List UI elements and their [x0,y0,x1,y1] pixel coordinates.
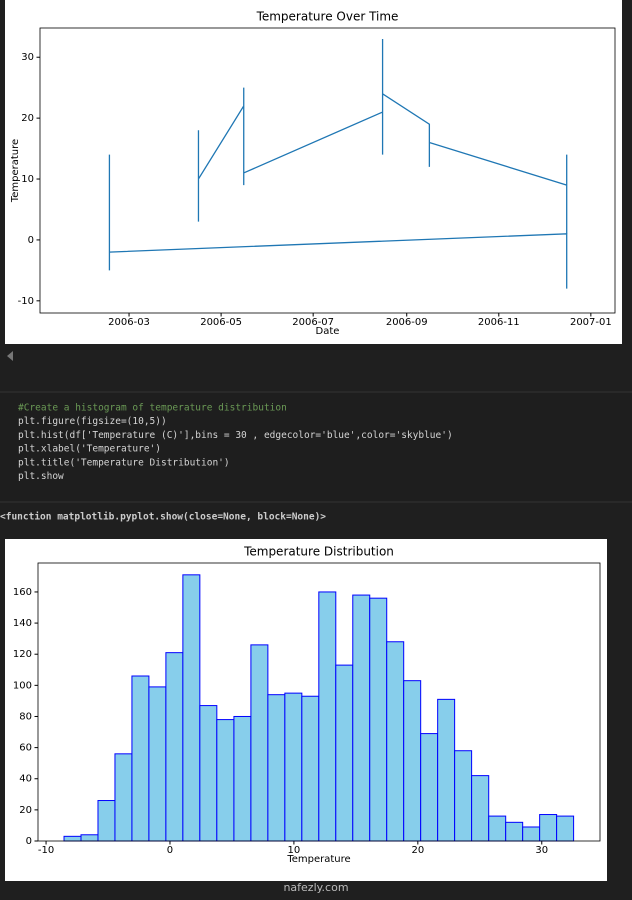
histogram-bar [420,733,439,842]
histogram-bar [437,698,456,842]
histogram-bar [63,835,82,842]
x-tick-label: 20 [411,845,424,856]
y-tick-label: 160 [13,587,32,598]
y-axis-label: Temperature [10,139,21,203]
code-line: plt.show [18,471,64,482]
histogram-bar [250,644,269,842]
histogram-bar [505,821,524,842]
y-tick-label: 30 [21,52,34,63]
histogram-bar [386,641,405,842]
chart-image [5,0,622,344]
x-tick-label: 2006-03 [108,317,150,328]
x-tick-label: 2006-05 [200,317,242,328]
histogram-bar [471,775,490,842]
histogram-bar [522,826,541,842]
histogram-bar [539,814,558,842]
x-tick-label: 2006-09 [386,317,428,328]
histogram-bar [369,597,388,842]
plot-frame [39,27,616,314]
plot-frame [37,562,601,842]
code-line: plt.hist(df['Temperature (C)'],bins = 30… [18,430,453,441]
x-axis-label: Date [316,326,340,337]
chart-title: Temperature Distribution [243,545,394,559]
histogram-bar [233,715,252,842]
histogram-bar [114,753,133,842]
y-tick-label: 80 [19,711,32,722]
y-tick-label: 20 [19,805,32,816]
y-tick-label: 140 [13,618,32,629]
x-axis-label: Temperature [286,854,350,865]
histogram-bar [284,692,303,842]
code-line: plt.xlabel('Temperature') [18,444,161,455]
histogram-bar [301,695,320,842]
chart-title: Temperature Over Time [256,10,399,24]
x-tick-label: 10 [288,845,301,856]
histogram-bar [182,574,201,842]
collapse-icon[interactable] [7,351,13,361]
cell-output: <function matplotlib.pyplot.show(close=N… [0,512,326,523]
histogram-bar [199,705,218,842]
x-tick-label: 0 [167,845,173,856]
histogram-bar [165,652,184,842]
code-line: #Create a histogram of temperature distr… [18,403,287,414]
x-tick-label: 30 [535,845,548,856]
histogram-bar [80,834,99,842]
y-tick-label: 0 [28,235,34,246]
histogram-bar [97,800,116,842]
y-tick-label: 60 [19,743,32,754]
y-tick-label: 10 [21,174,34,185]
y-tick-label: 20 [21,113,34,124]
histogram-bar [403,680,422,842]
histogram-bar [318,591,337,842]
histogram-bar [148,686,167,842]
histogram-bar [352,594,371,842]
watermark: nafezly.com [283,881,348,894]
histogram-bar [131,675,150,842]
code-cell[interactable] [0,393,632,501]
x-tick-label: 2006-11 [478,317,520,328]
histogram-bar [454,750,473,842]
histogram-bar [267,694,286,842]
histogram-bar [488,815,507,842]
histogram-bar [335,664,354,842]
temperature-line [108,38,568,289]
histogram-bar [216,719,235,842]
code-line: plt.figure(figsize=(10,5)) [18,416,167,427]
y-tick-label: -10 [18,296,34,307]
y-tick-label: 40 [19,774,32,785]
y-tick-label: 100 [13,680,32,691]
y-tick-label: 0 [26,836,32,847]
x-tick-label: 2006-07 [292,317,334,328]
code-line: plt.title('Temperature Distribution') [18,457,230,468]
y-tick-label: 120 [13,649,32,660]
x-tick-label: -10 [38,845,54,856]
histogram-bar [556,815,575,842]
x-tick-label: 2007-01 [570,317,612,328]
